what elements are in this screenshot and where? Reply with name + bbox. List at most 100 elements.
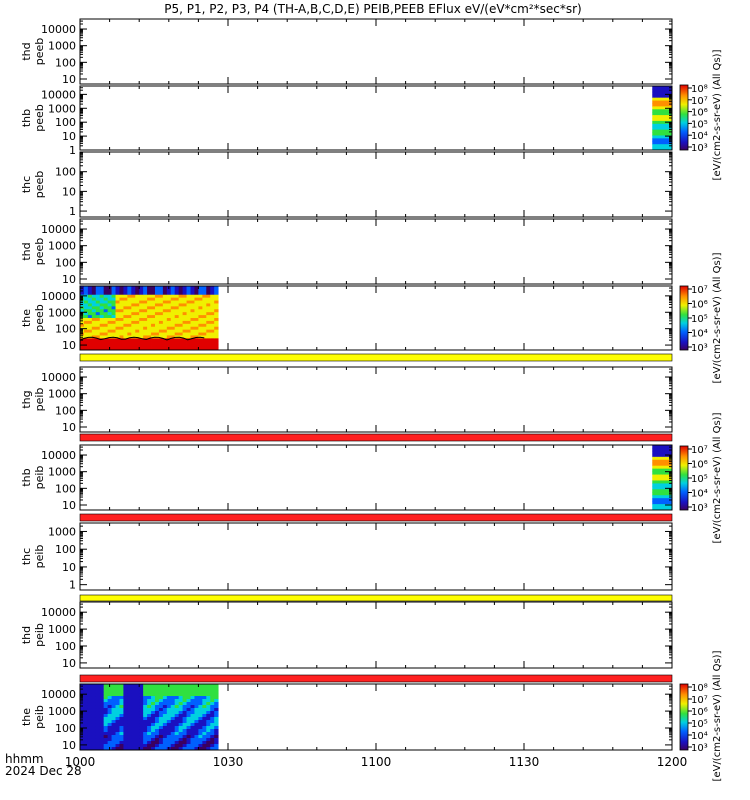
spectrogram-cell [654, 120, 658, 125]
spectrogram-cell [127, 693, 132, 697]
flag-bar [79, 433, 673, 442]
spectrogram-cell [182, 318, 187, 322]
spectrogram-cell [99, 684, 105, 688]
spectrogram-cell [158, 326, 164, 331]
spectrogram-cell [186, 684, 191, 688]
spectrogram-cell [91, 347, 97, 351]
y-tick-label: 1000 [48, 102, 76, 115]
spectrogram-cell [206, 294, 211, 299]
spectrogram-cell [659, 498, 663, 502]
spectrogram-cell [123, 291, 128, 296]
spectrogram-cell [119, 315, 124, 319]
spectrogram-cell [214, 747, 219, 751]
spectrogram-cell [107, 326, 112, 331]
spectrogram-cell [662, 109, 665, 113]
spectrogram-cell [174, 732, 180, 736]
spectrogram-cell [210, 711, 215, 715]
spectrogram-cell [135, 702, 140, 706]
spectrogram-cell [91, 711, 97, 715]
spectrogram-cell [123, 347, 128, 351]
spectrogram-cell [669, 480, 673, 484]
spectrogram-cell [166, 338, 172, 342]
spectrogram-cell [664, 501, 668, 505]
spectrogram-cell [107, 735, 112, 739]
spectrogram-cell [178, 294, 184, 299]
spectrogram-cell [158, 303, 164, 307]
spectrogram-cell [127, 687, 132, 691]
spectrogram-cell [139, 297, 144, 301]
spectrogram-cell [652, 468, 656, 472]
spectrogram-cell [652, 477, 656, 481]
spectrogram-cell [151, 729, 156, 733]
spectrogram-cell [158, 294, 164, 299]
potential-line [79, 336, 205, 341]
spectrogram-cell [166, 693, 172, 697]
spectrogram-cell [190, 714, 195, 718]
spectrogram-cell [147, 732, 152, 736]
spectrogram-cell [119, 711, 124, 715]
spectrogram-cell [119, 338, 124, 342]
spectrogram-cell [111, 309, 116, 313]
spectrogram-cell [182, 717, 187, 721]
spectrogram-cell [87, 744, 93, 748]
spectrogram-cell [657, 471, 661, 475]
spectrogram-cell [662, 144, 665, 148]
spectrogram-cell [659, 471, 663, 475]
spectrogram-cell [87, 341, 93, 345]
y-tick-label: 10 [62, 130, 76, 143]
spectrogram-cell [139, 347, 144, 351]
spectrogram-cell [174, 347, 180, 351]
spectrogram-cell [87, 318, 93, 322]
spectrogram-cell [194, 332, 199, 336]
spectrogram-cell [127, 690, 132, 694]
spectrogram-cell [123, 332, 128, 336]
spectrogram-cell [654, 453, 658, 458]
spectrogram-cell [664, 135, 668, 139]
spectrogram-cell [178, 705, 184, 709]
spectrogram-cell [151, 723, 156, 727]
spectrogram-cell [162, 291, 168, 296]
spectrogram-cell [170, 347, 176, 351]
spectrogram-cell [667, 477, 670, 481]
spectrogram-cell [127, 705, 132, 709]
spectrogram-cell [111, 693, 116, 697]
spectrogram-cell [194, 312, 199, 316]
spectrogram-cell [206, 717, 211, 721]
spectrogram-cell [158, 690, 164, 694]
spectrogram-cell [143, 318, 148, 322]
spectrogram-cell [147, 699, 152, 703]
spectrogram-cell [135, 300, 140, 304]
spectrogram-cell [186, 693, 191, 697]
spectrogram-cell [123, 335, 128, 339]
spectrogram-cell [170, 288, 176, 293]
spectrogram-cell [91, 306, 97, 310]
spectrogram-cell [178, 300, 184, 304]
spectrogram-cell [170, 708, 176, 712]
spectrogram-cell [657, 498, 661, 502]
x-axis-label-hhmm: hhmm [5, 752, 44, 766]
spectrogram-cell [127, 699, 132, 703]
spectrogram-cell [178, 318, 184, 322]
spectrogram-cell [147, 341, 152, 345]
spectrogram-cell [174, 687, 180, 691]
spectrogram-cell [131, 347, 136, 351]
spectrogram-cell [162, 696, 168, 700]
spectrogram-cell [158, 288, 164, 293]
spectrogram-cell [95, 702, 101, 706]
spectrogram-cell [174, 693, 180, 697]
spectrogram-cell [154, 690, 160, 694]
spectrogram-cell [166, 696, 172, 700]
spectrogram-cell [158, 708, 164, 712]
spectrogram-cell [664, 480, 668, 484]
spectrogram-cell [147, 318, 152, 322]
spectrogram-cell [154, 326, 160, 331]
spectrogram-cell [99, 300, 105, 304]
spectrogram-cell [115, 306, 120, 310]
spectrogram-cell [654, 115, 658, 119]
spectrogram-cell [95, 341, 101, 345]
spectrogram-cell [99, 717, 105, 721]
spectrogram-cell [115, 696, 120, 700]
